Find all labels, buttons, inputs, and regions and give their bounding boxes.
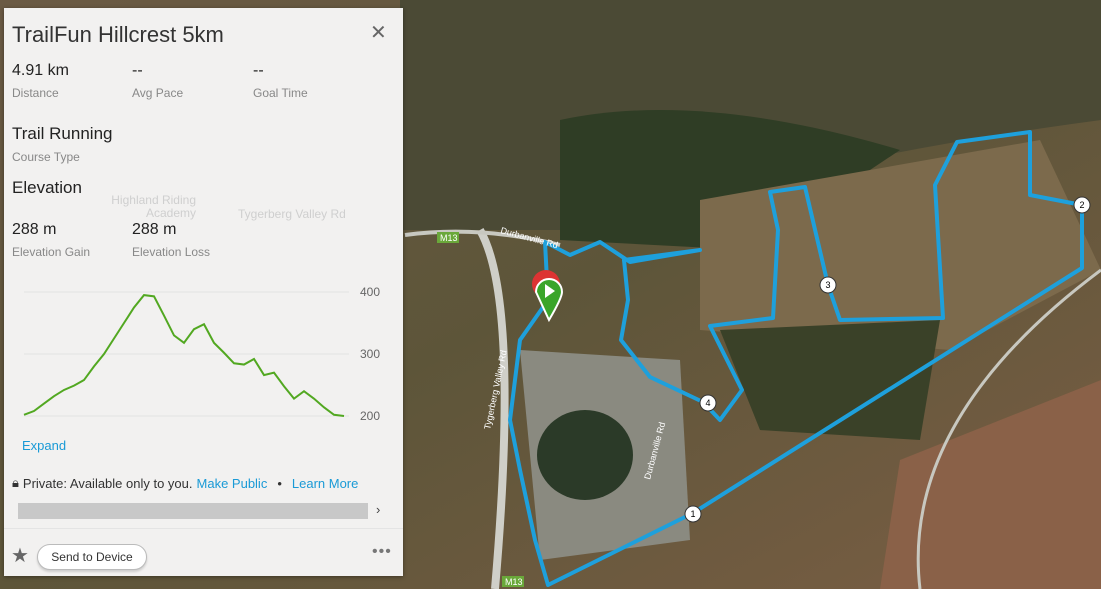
stat-avg-pace: -- Avg Pace <box>132 62 184 100</box>
y-tick-label: 400 <box>360 285 380 299</box>
km-marker-1: 1 <box>690 509 695 519</box>
make-public-link[interactable]: Make Public <box>196 475 268 491</box>
stat-elevation-loss: 288 m Elevation Loss <box>132 221 211 259</box>
learn-more-link[interactable]: Learn More <box>291 475 359 491</box>
stat-elevation-gain: 288 m Elevation Gain <box>12 221 91 259</box>
star-icon[interactable]: ★ <box>11 545 29 567</box>
scroll-right-icon[interactable]: › <box>376 502 381 517</box>
km-markers: 1 2 3 4 <box>684 196 1091 523</box>
stat-distance: 4.91 km Distance <box>12 62 69 100</box>
km-marker-3: 3 <box>825 280 830 290</box>
panel-footer: ★ Send to Device ••• <box>4 528 403 576</box>
horizontal-scrollbar[interactable] <box>18 503 368 519</box>
close-icon[interactable]: ✕ <box>370 22 387 44</box>
km-marker-4: 4 <box>705 398 710 408</box>
course-type: Trail Running Course Type <box>12 124 113 164</box>
elevation-heading: Elevation <box>12 178 82 197</box>
start-marker-icon[interactable] <box>532 270 564 323</box>
privacy-text: Private: Available only to you. <box>22 475 193 491</box>
road-label: M13 <box>505 577 523 587</box>
separator: • <box>277 475 282 491</box>
map-label-highland-riding-academy: Highland Riding Academy <box>111 193 196 220</box>
more-options-icon[interactable]: ••• <box>372 543 392 560</box>
elevation-chart: 200 300 400 <box>23 285 380 423</box>
expand-link[interactable]: Expand <box>22 438 67 453</box>
send-to-device-button[interactable]: Send to Device <box>37 544 147 570</box>
privacy-row: 🔒︎ Private: Available only to you. Make … <box>12 475 358 491</box>
y-tick-label: 300 <box>360 347 380 361</box>
stat-goal-time: -- Goal Time <box>253 62 308 100</box>
map-label-tygerberg-valley-rd: Tygerberg Valley Rd <box>238 207 346 221</box>
course-title: TrailFun Hillcrest 5km <box>12 22 224 47</box>
km-marker-2: 2 <box>1079 200 1084 210</box>
lock-icon: 🔒︎ <box>12 475 19 490</box>
elevation-line <box>23 294 345 417</box>
road-label: M13 <box>440 233 458 243</box>
y-tick-label: 200 <box>360 409 380 423</box>
course-details-panel: Highland Riding Academy Tygerberg Valley… <box>4 8 403 576</box>
